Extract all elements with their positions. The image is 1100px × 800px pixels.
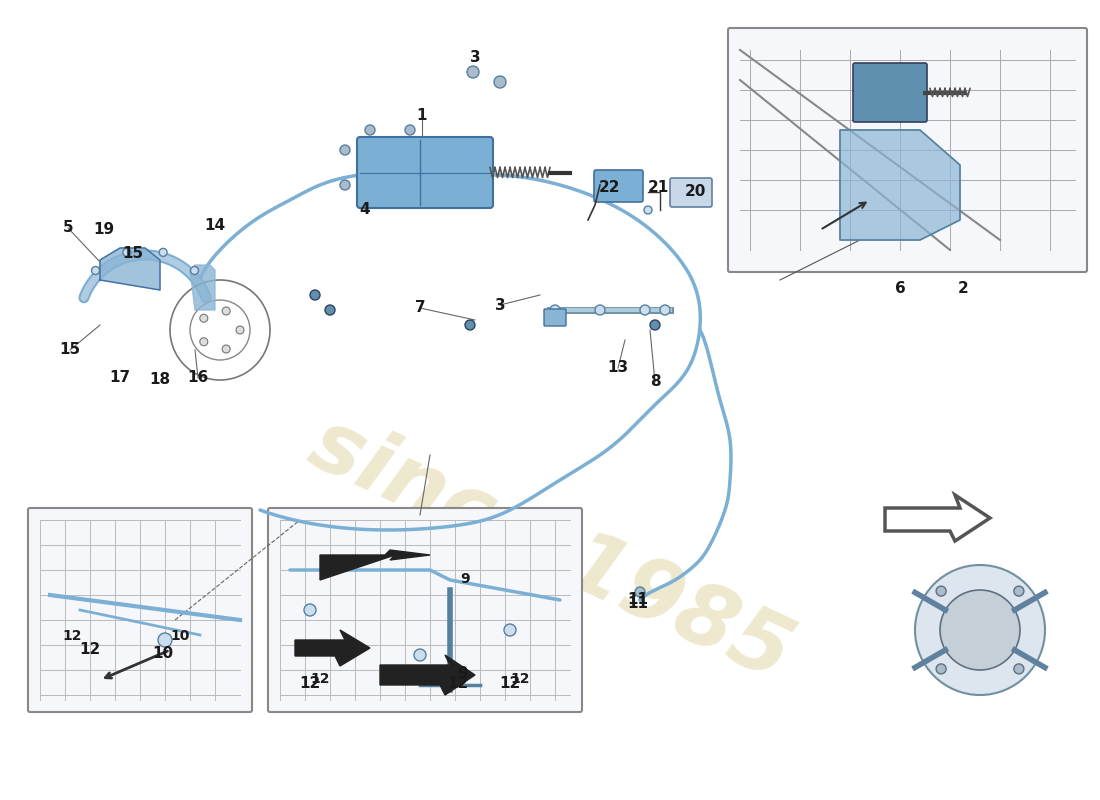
Text: 21: 21 <box>648 181 669 195</box>
FancyBboxPatch shape <box>852 63 927 122</box>
Circle shape <box>310 290 320 300</box>
Text: 18: 18 <box>150 373 170 387</box>
Text: 9: 9 <box>460 572 470 586</box>
Polygon shape <box>320 550 430 580</box>
Text: 11: 11 <box>627 593 649 607</box>
Circle shape <box>236 326 244 334</box>
Polygon shape <box>190 265 214 310</box>
Circle shape <box>340 180 350 190</box>
Text: 3: 3 <box>495 298 505 313</box>
Text: 15: 15 <box>59 342 80 358</box>
Circle shape <box>504 624 516 636</box>
Circle shape <box>494 76 506 88</box>
Polygon shape <box>840 130 960 240</box>
Text: 2: 2 <box>958 281 968 296</box>
Text: 6: 6 <box>894 281 905 296</box>
Text: 14: 14 <box>205 218 225 233</box>
Circle shape <box>550 305 560 315</box>
Text: 3: 3 <box>470 50 481 66</box>
Text: 5: 5 <box>63 221 74 235</box>
Text: 7: 7 <box>415 301 426 315</box>
Circle shape <box>123 248 131 256</box>
Text: 17: 17 <box>109 370 131 386</box>
FancyBboxPatch shape <box>594 170 643 202</box>
Text: 15: 15 <box>122 246 144 261</box>
Text: 1: 1 <box>417 107 427 122</box>
FancyBboxPatch shape <box>28 508 252 712</box>
Text: 12: 12 <box>310 672 330 686</box>
Circle shape <box>160 248 167 256</box>
Text: 8: 8 <box>650 374 660 390</box>
Text: 12: 12 <box>448 675 469 690</box>
Circle shape <box>158 633 172 647</box>
Text: 9: 9 <box>458 666 469 681</box>
Circle shape <box>304 604 316 616</box>
Circle shape <box>936 586 946 596</box>
Circle shape <box>91 266 99 274</box>
Text: 10: 10 <box>153 646 174 661</box>
Circle shape <box>222 307 230 315</box>
Text: since 1985: since 1985 <box>296 402 804 698</box>
Circle shape <box>640 305 650 315</box>
Circle shape <box>644 206 652 214</box>
FancyBboxPatch shape <box>358 137 493 208</box>
Circle shape <box>190 266 198 274</box>
Circle shape <box>414 649 426 661</box>
Circle shape <box>595 305 605 315</box>
Circle shape <box>200 314 208 322</box>
Circle shape <box>222 345 230 353</box>
Text: 10: 10 <box>170 629 189 643</box>
Polygon shape <box>379 655 475 695</box>
Polygon shape <box>100 248 160 290</box>
Text: 20: 20 <box>684 185 706 199</box>
Circle shape <box>936 664 946 674</box>
Circle shape <box>365 125 375 135</box>
Text: 22: 22 <box>600 179 620 194</box>
Text: 16: 16 <box>187 370 209 386</box>
Text: 12: 12 <box>62 629 81 643</box>
Circle shape <box>660 305 670 315</box>
FancyBboxPatch shape <box>670 178 712 207</box>
FancyBboxPatch shape <box>268 508 582 712</box>
Circle shape <box>200 338 208 346</box>
Circle shape <box>468 66 478 78</box>
FancyBboxPatch shape <box>728 28 1087 272</box>
Circle shape <box>340 145 350 155</box>
Text: 12: 12 <box>510 672 529 686</box>
Text: 12: 12 <box>79 642 100 658</box>
Circle shape <box>635 587 645 597</box>
Circle shape <box>1014 586 1024 596</box>
Text: 12: 12 <box>299 675 320 690</box>
Circle shape <box>324 305 336 315</box>
Text: 11: 11 <box>627 595 649 610</box>
Text: 12: 12 <box>499 675 520 690</box>
Circle shape <box>1014 664 1024 674</box>
Circle shape <box>405 125 415 135</box>
Text: 19: 19 <box>94 222 114 238</box>
Circle shape <box>650 320 660 330</box>
Text: 13: 13 <box>607 361 628 375</box>
Circle shape <box>915 565 1045 695</box>
FancyBboxPatch shape <box>544 309 566 326</box>
Text: 4: 4 <box>360 202 371 218</box>
Polygon shape <box>295 630 370 666</box>
Circle shape <box>940 590 1020 670</box>
Circle shape <box>465 320 475 330</box>
